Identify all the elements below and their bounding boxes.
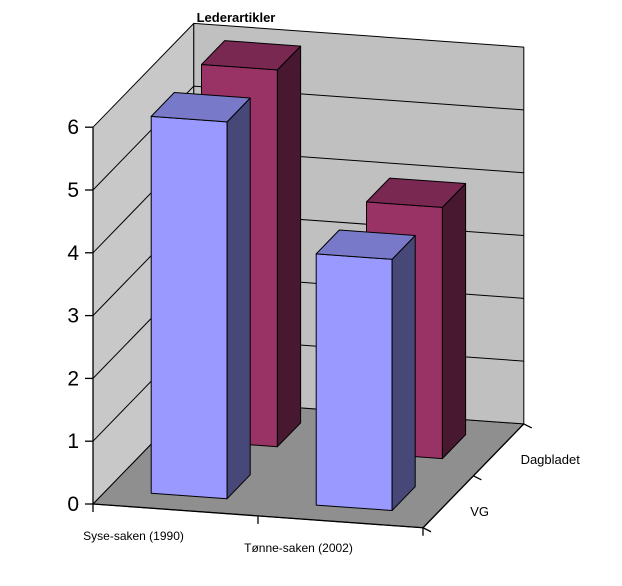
bar-top	[201, 40, 302, 71]
bar-0-1	[315, 229, 416, 511]
bar-side	[276, 45, 302, 448]
y-tick-label-5: 5	[67, 179, 79, 202]
z-tick-2	[523, 423, 533, 429]
y-tick-label-4: 4	[67, 242, 79, 265]
bar-0-0	[150, 92, 251, 500]
labels: 0 1 2 3 4 5 6 Syse-saken (1990) Tønne-saken (200…	[67, 116, 580, 555]
series-label-1: Dagbladet	[521, 452, 581, 467]
z-tick-0	[422, 527, 432, 533]
axes	[85, 126, 533, 536]
series-label-0: VG	[470, 504, 489, 519]
bar-side	[441, 183, 467, 460]
y-tick-label-1: 1	[67, 430, 79, 453]
gridline-5	[92, 85, 524, 191]
bar-front	[150, 115, 228, 500]
bar-top	[366, 177, 467, 208]
chart-title: Lederartikler	[196, 10, 276, 25]
bar-top	[315, 229, 416, 260]
bar-side	[226, 97, 251, 500]
y-tick-label-2: 2	[67, 367, 79, 390]
bars	[150, 40, 467, 511]
x-tick-label-0: Syse-saken (1990)	[83, 529, 184, 543]
bar-top	[150, 92, 251, 123]
z-tick-1	[473, 475, 482, 481]
bar-front	[315, 253, 393, 511]
bar-side	[391, 235, 416, 511]
x-tick-label-1: Tønne-saken (2002)	[244, 541, 353, 555]
y-tick-label-6: 6	[67, 116, 79, 139]
y-tick-label-3: 3	[67, 305, 79, 328]
y-tick-label-0: 0	[67, 493, 79, 516]
